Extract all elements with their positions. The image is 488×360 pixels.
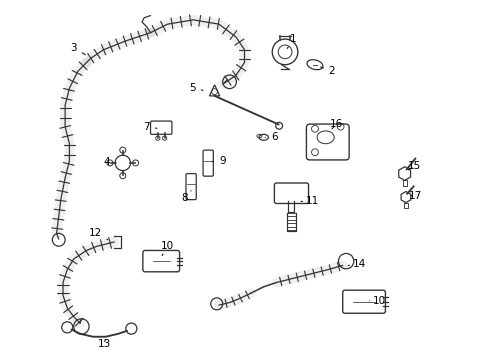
Text: 8: 8: [181, 191, 191, 203]
Text: 15: 15: [407, 161, 420, 171]
Text: 13: 13: [98, 339, 111, 350]
Text: 14: 14: [347, 259, 365, 269]
Text: 10: 10: [369, 296, 385, 306]
Text: 10: 10: [161, 241, 174, 256]
Text: 11: 11: [300, 196, 318, 206]
Text: 7: 7: [142, 122, 157, 132]
Text: 2: 2: [320, 66, 335, 76]
Text: 5: 5: [189, 83, 203, 93]
Text: 16: 16: [329, 120, 342, 130]
Text: 17: 17: [408, 191, 421, 201]
Text: 1: 1: [286, 34, 296, 49]
Text: 9: 9: [212, 156, 225, 166]
Text: 12: 12: [88, 228, 108, 240]
Text: 4: 4: [103, 157, 116, 167]
Text: 3: 3: [70, 42, 85, 55]
Text: 6: 6: [264, 132, 277, 142]
